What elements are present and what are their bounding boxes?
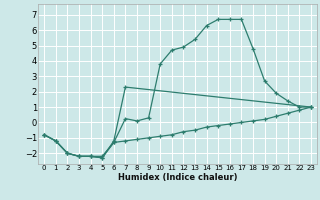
X-axis label: Humidex (Indice chaleur): Humidex (Indice chaleur) (118, 173, 237, 182)
